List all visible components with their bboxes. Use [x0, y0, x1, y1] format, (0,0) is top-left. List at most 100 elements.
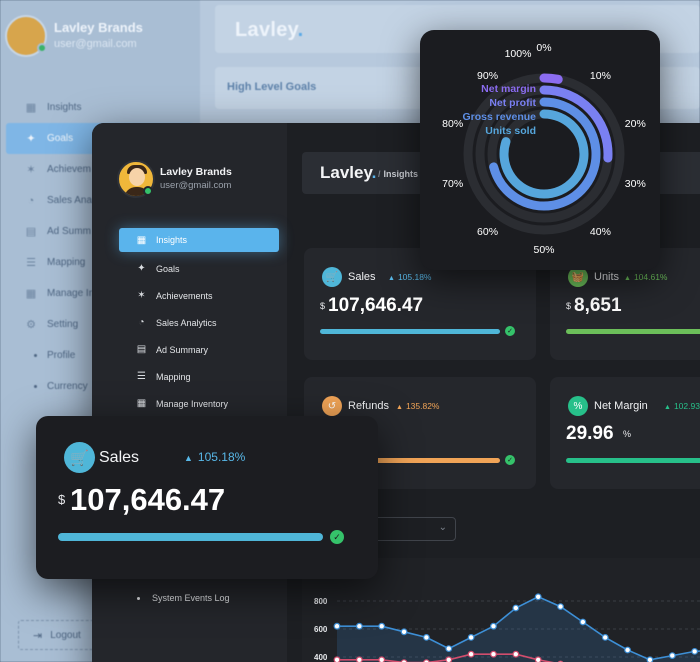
data-point[interactable]: [333, 656, 341, 662]
data-point[interactable]: [490, 650, 497, 658]
data-point[interactable]: [534, 593, 542, 601]
sidebar-item-label: Goals: [156, 263, 180, 274]
data-point[interactable]: [423, 633, 430, 641]
sidebar-item-goals[interactable]: ✦ Goals: [119, 255, 279, 282]
sidebar-item-manage-inventory[interactable]: ▦ Manage Inventory: [119, 390, 279, 417]
grid-icon: ▦: [136, 234, 147, 246]
bg-sidebar-item-profile[interactable]: Profile: [0, 340, 200, 371]
data-point[interactable]: [668, 652, 676, 659]
radial-tick-label: 90%: [477, 70, 499, 83]
bg-sidebar-item-currency[interactable]: Currency: [0, 371, 200, 402]
check-icon: ✓: [505, 326, 515, 336]
sidebar-item-label: Achievem: [47, 164, 91, 175]
star-icon: ✶: [137, 290, 146, 301]
data-point[interactable]: [691, 647, 699, 655]
logout-label: Logout: [50, 629, 81, 641]
data-point[interactable]: [378, 656, 386, 662]
cart-icon: 🛒: [64, 442, 95, 473]
pie-icon: ◔: [138, 317, 145, 328]
bg-sidebar-item-manage-inventory[interactable]: ▦ Manage In: [0, 278, 200, 309]
radial-tick-label: 100%: [504, 48, 532, 60]
data-point[interactable]: [579, 618, 587, 626]
bg-sidebar-item-ad-summary[interactable]: ▤ Ad Summ: [0, 216, 200, 247]
bg-sidebar-item-sales-analytics[interactable]: ◔ Sales Ana: [0, 185, 200, 216]
data-point[interactable]: [355, 656, 363, 662]
sidebar-item-label: Insights: [47, 102, 82, 113]
radial-tick-label: 20%: [624, 118, 646, 131]
trend-badge: 105.18%: [184, 450, 245, 464]
logo-dot: .: [297, 19, 304, 41]
data-point[interactable]: [646, 656, 654, 662]
card-label: Net Margin: [594, 400, 648, 412]
grid-icon: ▦: [25, 102, 37, 114]
data-point[interactable]: [423, 659, 430, 662]
data-point[interactable]: [490, 622, 497, 630]
data-point[interactable]: [445, 645, 453, 652]
net-margin-card[interactable]: % Net Margin 102.93% 29.96 %: [550, 377, 700, 489]
bg-sidebar-item-setting[interactable]: ⚙ Setting: [0, 309, 200, 340]
pin-icon: ✦: [137, 263, 146, 274]
radial-tick-label: 10%: [589, 70, 611, 83]
data-point[interactable]: [467, 650, 475, 658]
grid-icon: ▦: [136, 398, 147, 409]
sidebar-item-label: Setting: [47, 319, 79, 330]
data-point[interactable]: [378, 622, 386, 630]
sidebar-item-label: Sales Analytics: [156, 317, 217, 328]
logo[interactable]: Lavley.: [320, 163, 376, 183]
data-point[interactable]: [400, 628, 408, 636]
data-point[interactable]: [534, 656, 542, 662]
radial-arc-net-margin[interactable]: [539, 73, 563, 84]
bg-sidebar-item-insights[interactable]: ▦ Insights: [0, 92, 200, 123]
card-label: Sales: [348, 271, 376, 283]
sidebar-item-achievements[interactable]: ✶ Achievements: [119, 282, 279, 309]
data-point[interactable]: [512, 650, 520, 658]
radial-arc-gross-revenue[interactable]: [489, 97, 601, 211]
y-tick-label: 800: [314, 597, 328, 606]
sidebar-item-insights[interactable]: ▦ Insights: [119, 228, 279, 252]
sidebar-nav: ▦ Insights ✦ Goals ✶ Achievements ◔ Sales An…: [119, 228, 279, 417]
card-value: 8,651: [574, 295, 622, 316]
data-point[interactable]: [512, 604, 520, 612]
radial-tick-label: 60%: [477, 225, 499, 238]
series-area: [337, 596, 700, 662]
data-point[interactable]: [467, 633, 475, 641]
bars-icon: ☰: [137, 371, 146, 382]
sales-popup-card[interactable]: 🛒 Sales 105.18% $ 107,646.47 ✓: [36, 416, 378, 579]
gear-icon: ⚙: [26, 319, 36, 331]
bg-sidebar-item-achievements[interactable]: ✶ Achievem: [0, 154, 200, 185]
data-point[interactable]: [601, 633, 609, 641]
logout-icon: ⇥: [33, 629, 43, 642]
sidebar-item-system-events-log[interactable]: System Events Log: [137, 593, 230, 603]
series-line: [337, 653, 555, 662]
card-value: 107,646.47: [328, 295, 424, 316]
breadcrumb-current: Insights: [383, 169, 419, 179]
logo-text: Lavley: [320, 163, 372, 182]
progress-bar: [566, 329, 700, 334]
trend-badge: 135.82%: [396, 401, 440, 411]
currency-symbol: $: [58, 492, 66, 507]
data-point[interactable]: [355, 622, 363, 630]
document-icon: ▤: [136, 344, 147, 355]
data-point[interactable]: [333, 622, 341, 630]
background-logo: Lavley.: [235, 19, 303, 42]
bars-icon: ☰: [26, 257, 36, 269]
sales-value: 107,646.47: [70, 482, 226, 517]
sidebar-item-mapping[interactable]: ☰ Mapping: [119, 363, 279, 390]
radial-arc-net-profit[interactable]: [539, 85, 613, 163]
sales-label: Sales: [99, 449, 140, 466]
data-point[interactable]: [400, 659, 408, 662]
logo-text: Lavley: [235, 19, 298, 41]
data-point[interactable]: [445, 656, 453, 662]
high-level-goals-title: High Level Goals: [227, 81, 317, 93]
sidebar-item-sales-analytics[interactable]: ◔ Sales Analytics: [119, 309, 279, 336]
card-label: Units: [594, 271, 620, 283]
bg-sidebar-item-mapping[interactable]: ☰ Mapping: [0, 247, 200, 278]
radial-arc-units-sold[interactable]: [499, 109, 589, 199]
currency-symbol: $: [320, 301, 326, 311]
data-point[interactable]: [624, 646, 631, 654]
sidebar-item-ad-summary[interactable]: ▤ Ad Summary: [119, 336, 279, 363]
online-indicator: [37, 43, 47, 53]
background-avatar: [5, 15, 47, 57]
data-point[interactable]: [557, 603, 564, 610]
y-tick-label: 400: [314, 653, 328, 662]
